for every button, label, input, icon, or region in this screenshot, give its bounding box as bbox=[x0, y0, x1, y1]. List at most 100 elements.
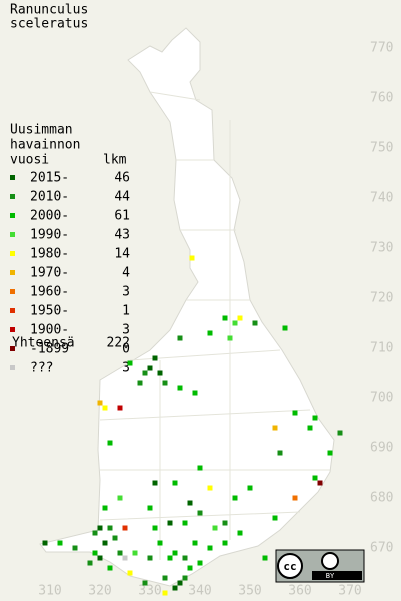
y-grid-label: 760 bbox=[370, 91, 393, 106]
observation bbox=[152, 355, 158, 361]
legend-label: 2010- bbox=[30, 190, 69, 205]
observation bbox=[122, 525, 128, 531]
observation bbox=[272, 515, 278, 521]
legend-label: 2000- bbox=[30, 209, 69, 224]
observation bbox=[197, 510, 203, 516]
observation bbox=[127, 570, 133, 576]
y-grid-label: 750 bbox=[370, 141, 393, 156]
observation bbox=[57, 540, 63, 546]
observation bbox=[152, 525, 158, 531]
observation bbox=[142, 580, 148, 586]
x-grid-label: 310 bbox=[38, 584, 61, 599]
observation bbox=[172, 480, 178, 486]
legend-label: 1970- bbox=[30, 266, 69, 281]
observation bbox=[107, 565, 113, 571]
observation bbox=[207, 485, 213, 491]
observation bbox=[127, 360, 133, 366]
y-grid-label: 770 bbox=[370, 41, 393, 56]
legend-swatch bbox=[10, 175, 15, 180]
observation bbox=[277, 450, 283, 456]
y-grid-label: 670 bbox=[370, 541, 393, 556]
observation bbox=[97, 525, 103, 531]
legend-swatch bbox=[10, 213, 15, 218]
observation bbox=[87, 560, 93, 566]
observation bbox=[102, 505, 108, 511]
observation bbox=[232, 320, 238, 326]
by-label: BY bbox=[326, 572, 335, 580]
observation bbox=[157, 370, 163, 376]
observation bbox=[117, 405, 123, 411]
observation bbox=[167, 555, 173, 561]
observation bbox=[222, 540, 228, 546]
observation bbox=[189, 255, 195, 261]
legend-swatch bbox=[10, 270, 15, 275]
observation bbox=[312, 475, 318, 481]
legend-label: 1980- bbox=[30, 247, 69, 262]
observation bbox=[152, 480, 158, 486]
legend-swatch bbox=[10, 327, 15, 332]
legend-count: 3 bbox=[122, 361, 130, 376]
legend-total-label: Yhteensä bbox=[12, 336, 75, 351]
observation bbox=[112, 535, 118, 541]
legend-count: 61 bbox=[114, 209, 130, 224]
y-grid-label: 740 bbox=[370, 191, 393, 206]
legend-count: 1 bbox=[122, 304, 130, 319]
legend-label: 1990- bbox=[30, 228, 69, 243]
observation bbox=[182, 575, 188, 581]
observation bbox=[207, 330, 213, 336]
observation bbox=[172, 585, 178, 591]
legend-label: 1950- bbox=[30, 304, 69, 319]
legend-count-heading: lkm bbox=[103, 153, 127, 168]
observation bbox=[42, 540, 48, 546]
title: Ranunculus bbox=[10, 3, 88, 18]
observation bbox=[177, 580, 183, 586]
observation bbox=[97, 400, 103, 406]
observation bbox=[212, 525, 218, 531]
x-grid-label: 330 bbox=[138, 584, 161, 599]
observation bbox=[327, 450, 333, 456]
observation bbox=[307, 425, 313, 431]
legend-heading: havainnon bbox=[10, 138, 80, 153]
observation bbox=[252, 320, 258, 326]
observation bbox=[162, 575, 168, 581]
observation bbox=[187, 565, 193, 571]
legend-count: 46 bbox=[114, 171, 130, 186]
y-grid-label: 680 bbox=[370, 491, 393, 506]
observation bbox=[162, 590, 168, 596]
legend-count: 0 bbox=[122, 342, 130, 357]
y-grid-label: 690 bbox=[370, 441, 393, 456]
finland-outline bbox=[39, 27, 335, 587]
observation bbox=[167, 520, 173, 526]
observation bbox=[182, 555, 188, 561]
observation bbox=[102, 540, 108, 546]
observation bbox=[102, 405, 108, 411]
observation bbox=[92, 530, 98, 536]
legend-label: 2015- bbox=[30, 171, 69, 186]
observation bbox=[317, 480, 323, 486]
observation bbox=[187, 500, 193, 506]
legend-swatch bbox=[10, 365, 15, 370]
observation bbox=[197, 465, 203, 471]
observation bbox=[262, 555, 268, 561]
region-borders bbox=[99, 91, 330, 560]
legend-swatch bbox=[10, 289, 15, 294]
observation bbox=[272, 425, 278, 431]
legend-swatch bbox=[10, 308, 15, 313]
legend-swatch bbox=[10, 346, 15, 351]
observation bbox=[312, 415, 318, 421]
observation bbox=[337, 430, 343, 436]
legend-label: 1960- bbox=[30, 285, 69, 300]
observation bbox=[192, 540, 198, 546]
observation bbox=[177, 335, 183, 341]
observation bbox=[162, 380, 168, 386]
legend-count: 44 bbox=[114, 190, 130, 205]
legend-label: 1900- bbox=[30, 323, 69, 338]
y-grid-label: 700 bbox=[370, 391, 393, 406]
observation bbox=[282, 325, 288, 331]
observation bbox=[227, 335, 233, 341]
observation bbox=[142, 370, 148, 376]
legend-heading: vuosi bbox=[10, 153, 49, 168]
observation bbox=[72, 545, 78, 551]
legend-total: 222 bbox=[107, 336, 130, 351]
